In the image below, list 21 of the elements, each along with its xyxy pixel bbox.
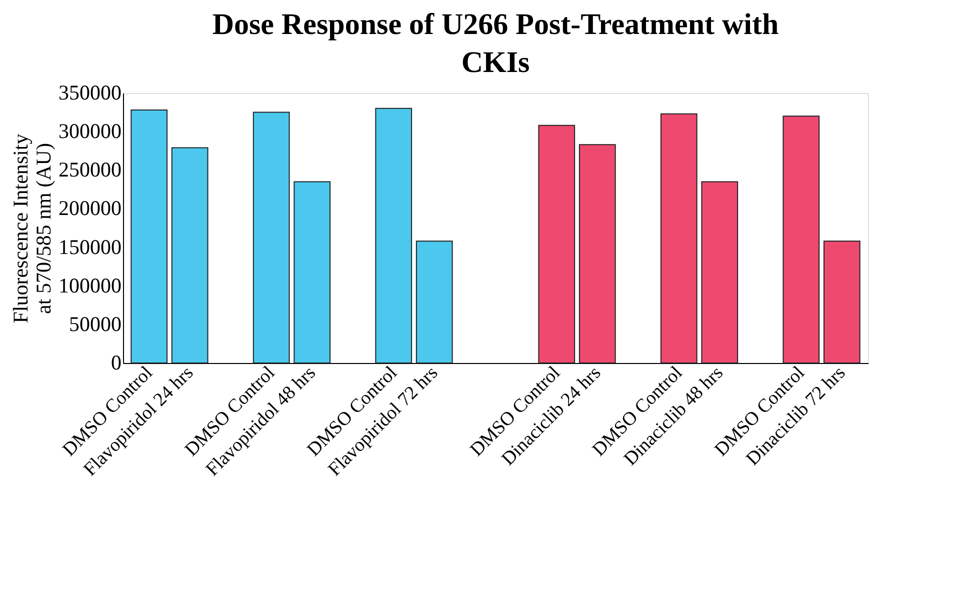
bar — [660, 113, 698, 364]
bar — [823, 240, 860, 364]
bar — [782, 116, 820, 364]
y-tick-label: 250000 — [58, 158, 122, 182]
bar — [578, 144, 616, 364]
bar — [701, 181, 738, 364]
bar — [416, 240, 453, 364]
y-tick-label: 150000 — [58, 234, 122, 259]
chart-title: Dose Response of U266 Post-Treatment with CKIs — [212, 8, 779, 79]
y-tick-label: 200000 — [58, 196, 122, 220]
bar — [171, 147, 208, 364]
bar — [252, 112, 290, 364]
bar — [375, 108, 412, 364]
bar — [538, 124, 576, 364]
y-tick-label: 100000 — [58, 273, 122, 298]
bar — [130, 109, 168, 364]
bar — [294, 181, 331, 364]
y-tick-label: 300000 — [58, 119, 122, 144]
y-tick-label: 50000 — [69, 312, 122, 336]
y-tick-label: 350000 — [58, 80, 122, 104]
y-axis-title: Fluorescence Intensity at 570/585 nm (AU) — [8, 133, 56, 324]
